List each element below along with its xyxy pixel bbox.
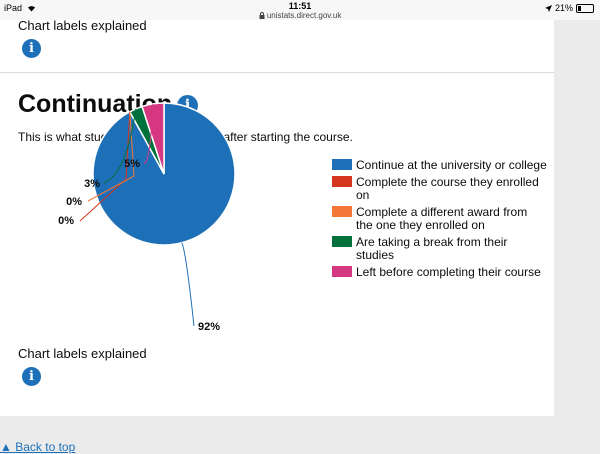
back-to-top-link[interactable]: ▲ Back to top [0,440,75,454]
legend-item: Complete the course they enrolled on [332,176,547,202]
legend-label: Left before completing their course [356,265,541,279]
status-right: 21% [544,3,594,13]
legend-swatch [332,236,352,247]
info-icon[interactable]: i [22,367,41,386]
legend-label: Complete a different award from the one … [356,205,528,232]
location-arrow-icon [544,4,552,12]
leader-line [103,108,137,184]
status-center: 11:51 unistats.direct.gov.uk [0,1,600,21]
legend-swatch [332,159,352,170]
previous-section-panel: Chart labels explained i [0,18,554,73]
battery-icon [576,3,594,13]
device-name: iPad [4,3,23,13]
legend-label: Complete the course they enrolled on [356,175,539,202]
battery-percent: 21% [554,3,573,13]
legend-swatch [332,176,352,187]
leader-line [143,103,154,164]
data-label: 5% [124,158,140,170]
chart-labels-explained-link[interactable]: Chart labels explained [18,346,147,361]
legend-item: Complete a different award from the one … [332,206,547,232]
legend-swatch [332,266,352,277]
chart-labels-explained-link-top[interactable]: Chart labels explained [18,18,147,33]
url-text: unistats.direct.gov.uk [266,11,342,20]
data-label: 3% [84,178,100,190]
data-label: 0% [58,215,74,227]
legend-label: Continue at the university or college [356,158,547,172]
continuation-panel: Continuation i This is what students are… [0,73,554,416]
clock: 11:51 [288,1,312,11]
legend-label: Are taking a break from their studies [356,235,508,262]
data-label: 92% [198,321,220,333]
leader-line [79,111,131,222]
wifi-icon [28,6,36,12]
back-to-top-label: Back to top [15,440,76,454]
info-icon[interactable]: i [22,39,41,58]
back-to-top-arrow-icon: ▲ [0,440,12,454]
legend-item: Are taking a break from their studies [332,236,547,262]
chart-legend: Continue at the university or college Com… [332,159,547,283]
lock-icon [259,12,265,19]
ios-status-bar: iPad 11:51 unistats.direct.gov.uk 21% [0,0,600,20]
status-left: iPad [4,3,37,13]
leader-line [181,242,195,327]
legend-swatch [332,206,352,217]
data-label: 0% [66,196,82,208]
continuation-pie-chart: 92%0%0%3%5% [58,102,236,333]
legend-item: Left before completing their course [332,266,547,279]
address-bar[interactable]: unistats.direct.gov.uk [0,11,600,21]
legend-item: Continue at the university or college [332,159,547,172]
